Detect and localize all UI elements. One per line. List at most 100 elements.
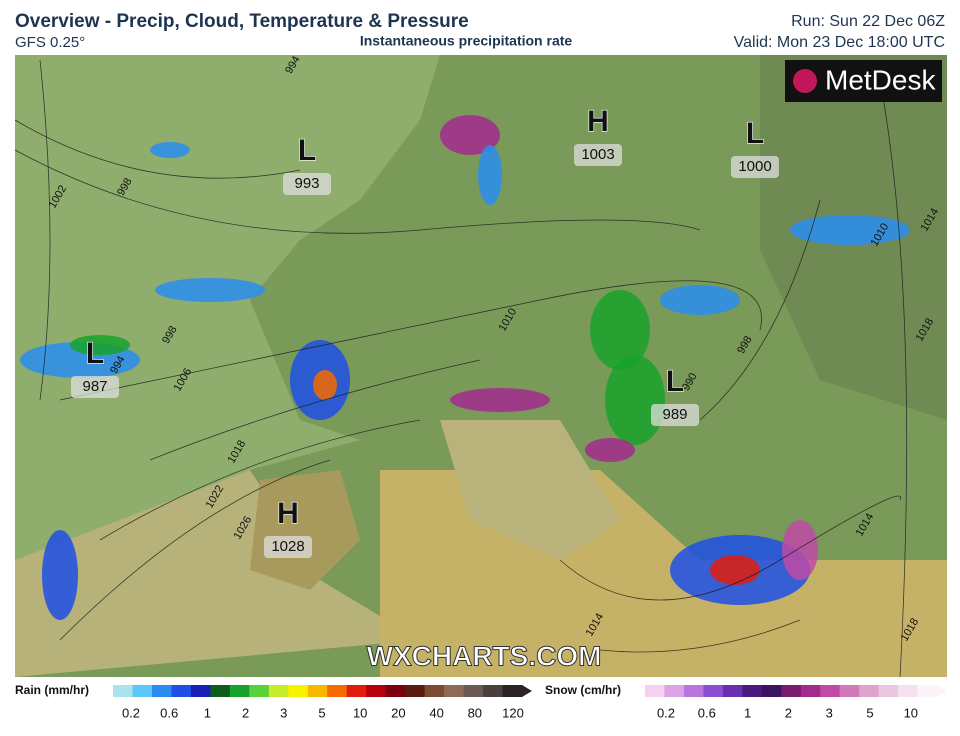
legend-tick-label: 2 [242, 705, 249, 720]
precip-area [660, 285, 740, 315]
legend-tick-label: 5 [318, 705, 325, 720]
legend-tick-label: 2 [785, 705, 792, 720]
model: GFS 0.25° [15, 34, 85, 51]
pressure-value: 1000 [738, 158, 771, 175]
legend-swatch [761, 685, 782, 697]
precip-area [710, 555, 760, 585]
logo-icon [793, 69, 817, 93]
legend-tick-label: 3 [280, 705, 287, 720]
snow-legend-title: Snow (cm/hr) [545, 683, 621, 697]
watermark: WXCHARTS.COM [367, 640, 602, 671]
precip-area [790, 215, 910, 245]
precip-area [313, 370, 337, 400]
legend-swatch [268, 685, 289, 697]
precip-area [478, 145, 502, 205]
pressure-value: 993 [294, 175, 319, 192]
pressure-value-box [731, 156, 779, 178]
legend-tick-label: 20 [391, 705, 405, 720]
legend-tick-label: 0.6 [160, 705, 178, 720]
legend-swatch [781, 685, 802, 697]
legend-arrow [937, 685, 947, 697]
legend: 0.2 0.6 1 2 3 5 10 20 40 80 120 0.2 0.6 1 2 3 5 10 [113, 685, 947, 720]
precip-area [450, 388, 550, 412]
legend-tick-label: 80 [468, 705, 482, 720]
isobar [559, 495, 902, 601]
isobar [599, 619, 801, 653]
iberia [250, 470, 360, 590]
legend-swatch [132, 685, 153, 697]
atlantic [15, 55, 440, 560]
legend-swatch [645, 685, 665, 697]
isobar [14, 149, 701, 234]
legend-tick-label: 40 [429, 705, 443, 720]
legend-swatch [742, 685, 763, 697]
legend-swatch [190, 685, 211, 697]
legend-swatch [327, 685, 348, 697]
legend-tick-label: 10 [904, 705, 918, 720]
precip-area [42, 530, 78, 620]
valid-time: Valid: Mon 23 Dec 18:00 UTC [734, 34, 945, 51]
isobar [149, 359, 481, 461]
mediterranean [440, 420, 620, 560]
isobar [59, 459, 331, 641]
legend-swatch [229, 685, 250, 697]
legend-tick-label: 3 [826, 705, 833, 720]
legend-arrow [522, 685, 532, 697]
pressure-symbol: H [587, 105, 609, 138]
legend-tick-label: 10 [353, 705, 367, 720]
legend-swatch [820, 685, 841, 697]
legend-swatch [483, 685, 504, 697]
legend-swatch [307, 685, 328, 697]
legend-tick-label: 0.2 [122, 705, 140, 720]
pressure-value: 1028 [271, 538, 304, 555]
legend-swatch [288, 685, 309, 697]
pressure-value: 1003 [581, 146, 614, 163]
legend-swatch [703, 685, 724, 697]
legend-swatch [859, 685, 880, 697]
isobar [14, 119, 301, 179]
legend-tick-label: 0.6 [698, 705, 716, 720]
pressure-value-box [574, 144, 622, 166]
legend-swatch [463, 685, 484, 697]
precip-area [585, 438, 635, 462]
legend-swatch [683, 685, 704, 697]
subtitle: Instantaneous precipitation rate [360, 33, 573, 49]
precip-area [70, 335, 130, 355]
isobar [39, 59, 51, 401]
precip-area [605, 355, 665, 445]
legend-swatch [113, 685, 133, 697]
pressure-symbol: L [666, 365, 684, 398]
legend-swatch [210, 685, 231, 697]
legend-swatch [444, 685, 465, 697]
precip-area [155, 278, 265, 302]
pressure-value-box [651, 404, 699, 426]
isobar [879, 79, 908, 678]
pressure-value: 989 [662, 406, 687, 423]
pressure-value-box [264, 536, 312, 558]
isobar [59, 280, 762, 401]
legend-tick-label: 1 [204, 705, 211, 720]
legend-swatch [917, 685, 938, 697]
legend-swatch [800, 685, 821, 697]
pressure-value-box [283, 173, 331, 195]
legend-tick-label: 0.2 [657, 705, 675, 720]
precip-area [150, 142, 190, 158]
legend-swatch [898, 685, 919, 697]
legend-swatch [839, 685, 860, 697]
pressure-symbol: L [86, 337, 104, 370]
logo: MetDesk [825, 64, 936, 95]
legend-swatch [878, 685, 899, 697]
legend-swatch [502, 685, 523, 697]
legend-swatch [366, 685, 387, 697]
legend-swatch [171, 685, 192, 697]
precipitation [20, 115, 910, 620]
africa-west [15, 470, 420, 677]
legend-swatch [151, 685, 172, 697]
isobar [99, 419, 421, 541]
legend-tick-label: 5 [866, 705, 873, 720]
legend-swatch [249, 685, 270, 697]
pressure-value: 987 [82, 378, 107, 395]
precip-area [590, 290, 650, 370]
legend-tick-label: 120 [502, 705, 524, 720]
